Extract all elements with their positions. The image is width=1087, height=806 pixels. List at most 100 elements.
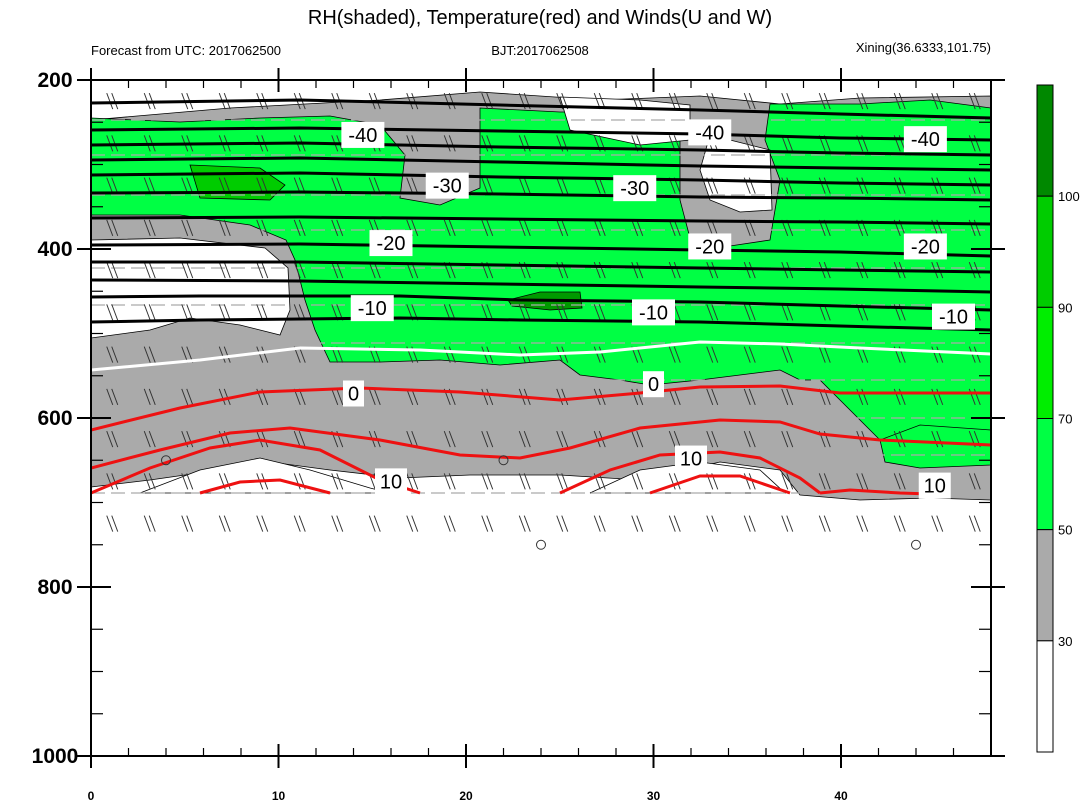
- wind-barb: [781, 92, 794, 110]
- wind-barb: [931, 430, 944, 448]
- calm-circle: [498, 455, 509, 466]
- isotherm-line: [91, 384, 991, 432]
- zero-isotherm: [91, 340, 991, 372]
- wind-barb: [556, 515, 569, 532]
- wind-barb: [406, 177, 419, 194]
- isotherm-label: 10: [924, 476, 946, 498]
- wind-barb: [368, 177, 381, 194]
- wind-barb: [218, 346, 231, 363]
- wind-barb: [331, 261, 344, 279]
- wind-barb: [631, 388, 644, 406]
- wind-barb: [106, 388, 119, 406]
- y-tick-label: 600: [37, 407, 72, 430]
- isotherm-label-box: [932, 303, 975, 330]
- x-tick-label: 0: [88, 789, 95, 803]
- isotherm-label: -20: [695, 236, 724, 258]
- wind-barb: [181, 388, 194, 406]
- calm-markers: [161, 455, 921, 550]
- rh-green-bottom-right: [879, 424, 991, 469]
- wind-barb: [743, 304, 756, 321]
- isotherm-label-box: [341, 121, 385, 148]
- wind-barb: [481, 515, 494, 532]
- isotherm-line: [91, 171, 991, 187]
- isotherm-line: [819, 488, 931, 496]
- wind-barb: [668, 219, 681, 237]
- wind-barb: [743, 92, 756, 110]
- isotherm-label-box: [675, 445, 707, 472]
- isotherm-label: -30: [620, 178, 649, 200]
- wind-barb: [556, 430, 569, 448]
- isotherm-label: -10: [939, 307, 968, 329]
- wind-barb: [181, 515, 194, 532]
- isotherm-line: [559, 450, 821, 495]
- wind-barb: [406, 92, 419, 110]
- wind-barb: [331, 515, 344, 532]
- wind-barb: [481, 430, 494, 448]
- isotherm-line: [91, 260, 991, 274]
- isotherm-line: [649, 474, 791, 495]
- colorbar-box: [1036, 418, 1054, 531]
- wind-barb: [556, 177, 569, 194]
- isotherm-label-box: [343, 380, 364, 407]
- wind-barb: [706, 388, 719, 406]
- wind-barb: [668, 346, 681, 363]
- wind-barb: [856, 515, 869, 532]
- wind-barb: [818, 346, 831, 363]
- wind-barb: [818, 177, 831, 194]
- wind-barb: [706, 430, 719, 448]
- wind-barb: [181, 304, 194, 321]
- wind-barb: [256, 304, 269, 321]
- wind-barb: [518, 304, 531, 321]
- wind-barb: [218, 388, 231, 406]
- wind-barb: [143, 261, 156, 279]
- y-tick-label: 400: [37, 238, 72, 261]
- y-tick-label: 1000: [32, 745, 79, 768]
- wind-barb: [218, 261, 231, 279]
- wind-barb: [781, 346, 794, 363]
- wind-barb: [856, 177, 869, 194]
- wind-barb: [443, 346, 456, 363]
- colorbar-box: [1036, 529, 1054, 642]
- wind-barb: [481, 473, 494, 490]
- wind-barb: [143, 304, 156, 321]
- colorbar-label: 50: [1058, 523, 1072, 538]
- isotherm-label-box: [350, 295, 394, 322]
- isotherm-line: [91, 190, 991, 202]
- wind-barb: [668, 473, 681, 490]
- wind-barb: [893, 515, 906, 532]
- wind-barb: [218, 219, 231, 237]
- colorbar-label: 90: [1058, 300, 1072, 315]
- wind-barb: [106, 177, 119, 194]
- isotherm-line: [91, 278, 991, 294]
- x-tick-label: 10: [272, 789, 286, 803]
- isotherm-label-box: [903, 126, 947, 153]
- wind-barb: [593, 304, 606, 321]
- wind-barb: [706, 515, 719, 532]
- colorbar-label: 100: [1058, 189, 1080, 204]
- isotherm-label: -40: [695, 122, 724, 144]
- warm-isotherms: [91, 384, 991, 496]
- wind-barb: [743, 430, 756, 448]
- wind-barb: [331, 219, 344, 237]
- wind-barb: [331, 388, 344, 406]
- wind-barb: [406, 135, 419, 152]
- wind-barb: [593, 219, 606, 237]
- wind-barb: [481, 304, 494, 321]
- isotherm-label-box: [369, 230, 413, 257]
- wind-barb: [406, 473, 419, 490]
- colorbar-box: [1036, 84, 1054, 197]
- x-tick-label: 40: [834, 789, 848, 803]
- wind-barb: [106, 515, 119, 532]
- wind-barb: [818, 92, 831, 110]
- wind-barb: [481, 177, 494, 194]
- isotherm-line: [91, 418, 991, 470]
- wind-barb: [781, 473, 794, 490]
- wind-barb: [143, 388, 156, 406]
- wind-barb: [706, 92, 719, 110]
- wind-barb: [143, 346, 156, 363]
- wind-barb: [181, 177, 194, 194]
- wind-barb: [106, 219, 119, 237]
- wind-barb: [406, 515, 419, 532]
- wind-barb: [293, 219, 306, 237]
- wind-barb: [143, 219, 156, 237]
